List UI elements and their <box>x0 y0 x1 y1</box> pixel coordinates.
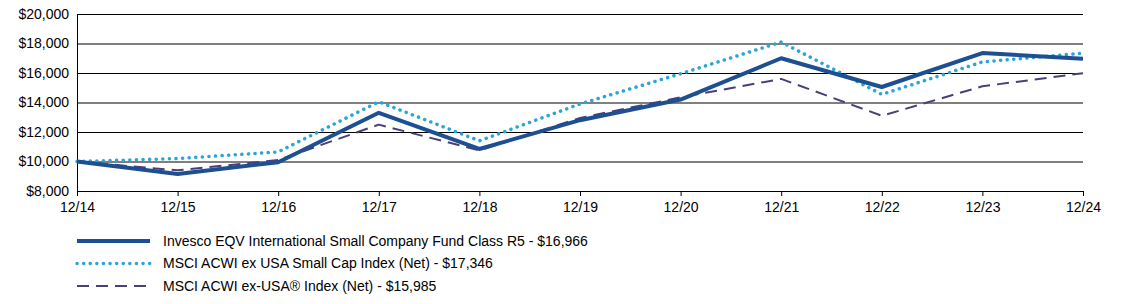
x-tick: 12/16 <box>261 191 296 215</box>
x-tick: 12/19 <box>563 191 598 215</box>
x-tick: 12/18 <box>462 191 497 215</box>
x-tick: 12/14 <box>60 191 95 215</box>
x-tick-mark <box>681 191 682 196</box>
series-line <box>77 42 1083 161</box>
x-tick: 12/20 <box>664 191 699 215</box>
y-tick: $14,000 <box>18 94 1083 110</box>
legend: Invesco EQV International Small Company … <box>77 233 588 294</box>
y-tick-label: $12,000 <box>18 124 69 140</box>
y-tick: $12,000 <box>18 124 1083 140</box>
y-tick: $20,000 <box>18 6 1083 22</box>
series-line <box>77 53 1083 174</box>
x-axis: 12/14 12/15 12/16 12/17 12/18 12/19 12/20 12/21… <box>60 191 1101 215</box>
legend-item: Invesco EQV International Small Company … <box>77 233 588 249</box>
x-tick-label: 12/24 <box>1066 199 1101 215</box>
grid-line <box>77 132 1083 133</box>
x-tick-label: 12/14 <box>60 199 95 215</box>
x-tick-mark <box>77 191 78 196</box>
x-tick-mark <box>580 191 581 196</box>
legend-swatch <box>77 285 150 287</box>
y-tick: $10,000 <box>18 153 1083 169</box>
y-tick-label: $10,000 <box>18 153 69 169</box>
x-tick-mark <box>982 191 983 196</box>
x-tick-label: 12/23 <box>965 199 1000 215</box>
x-tick-label: 12/16 <box>261 199 296 215</box>
plot: $8,000 $10,000 $12,000 $14,000 $16,000 $18,00… <box>18 6 1101 215</box>
y-tick-label: $18,000 <box>18 35 69 51</box>
x-tick-label: 12/20 <box>664 199 699 215</box>
x-axis-line <box>78 192 1084 197</box>
x-tick: 12/22 <box>865 191 900 215</box>
x-tick-mark <box>1083 191 1084 196</box>
x-tick-label: 12/18 <box>462 199 497 215</box>
grid-line <box>77 14 1083 15</box>
y-tick-label: $16,000 <box>18 65 69 81</box>
x-tick-label: 12/21 <box>764 199 799 215</box>
x-tick: 12/21 <box>764 191 799 215</box>
x-tick: 12/15 <box>161 191 196 215</box>
chart: $8,000 $10,000 $12,000 $14,000 $16,000 $18,00… <box>0 0 1123 304</box>
x-tick: 12/23 <box>965 191 1000 215</box>
y-tick: $18,000 <box>18 35 1083 51</box>
grid-line <box>77 44 1083 45</box>
legend-swatch <box>77 239 150 243</box>
y-tick-label: $20,000 <box>18 6 69 22</box>
x-tick-label: 12/19 <box>563 199 598 215</box>
grid-line <box>77 162 1083 163</box>
y-tick-label: $14,000 <box>18 94 69 110</box>
lines <box>77 42 1083 174</box>
y-tick: $8,000 <box>26 183 1083 199</box>
y-axis-line <box>78 15 1084 192</box>
x-tick: 12/17 <box>362 191 397 215</box>
x-tick-label: 12/15 <box>161 199 196 215</box>
x-tick-mark <box>479 191 480 196</box>
legend-swatch <box>77 262 150 266</box>
legend-item: MSCI ACWI ex USA Small Cap Index (Net) -… <box>77 255 493 271</box>
x-tick: 12/24 <box>1066 191 1101 215</box>
legend-label: Invesco EQV International Small Company … <box>163 233 588 249</box>
y-axis: $8,000 $10,000 $12,000 $14,000 $16,000 $18,00… <box>18 6 1083 199</box>
legend-label: MSCI ACWI ex USA Small Cap Index (Net) -… <box>163 255 493 271</box>
x-tick-label: 12/17 <box>362 199 397 215</box>
x-tick-mark <box>379 191 380 196</box>
x-tick-label: 12/22 <box>865 199 900 215</box>
y-tick-label: $8,000 <box>26 183 69 199</box>
x-tick-mark <box>882 191 883 196</box>
legend-item: MSCI ACWI ex-USA® Index (Net) - $15,985 <box>77 278 437 294</box>
legend-label: MSCI ACWI ex-USA® Index (Net) - $15,985 <box>163 278 437 294</box>
x-tick-mark <box>178 191 179 196</box>
grid-line <box>77 73 1083 74</box>
x-tick-mark <box>781 191 782 196</box>
x-tick-mark <box>278 191 279 196</box>
